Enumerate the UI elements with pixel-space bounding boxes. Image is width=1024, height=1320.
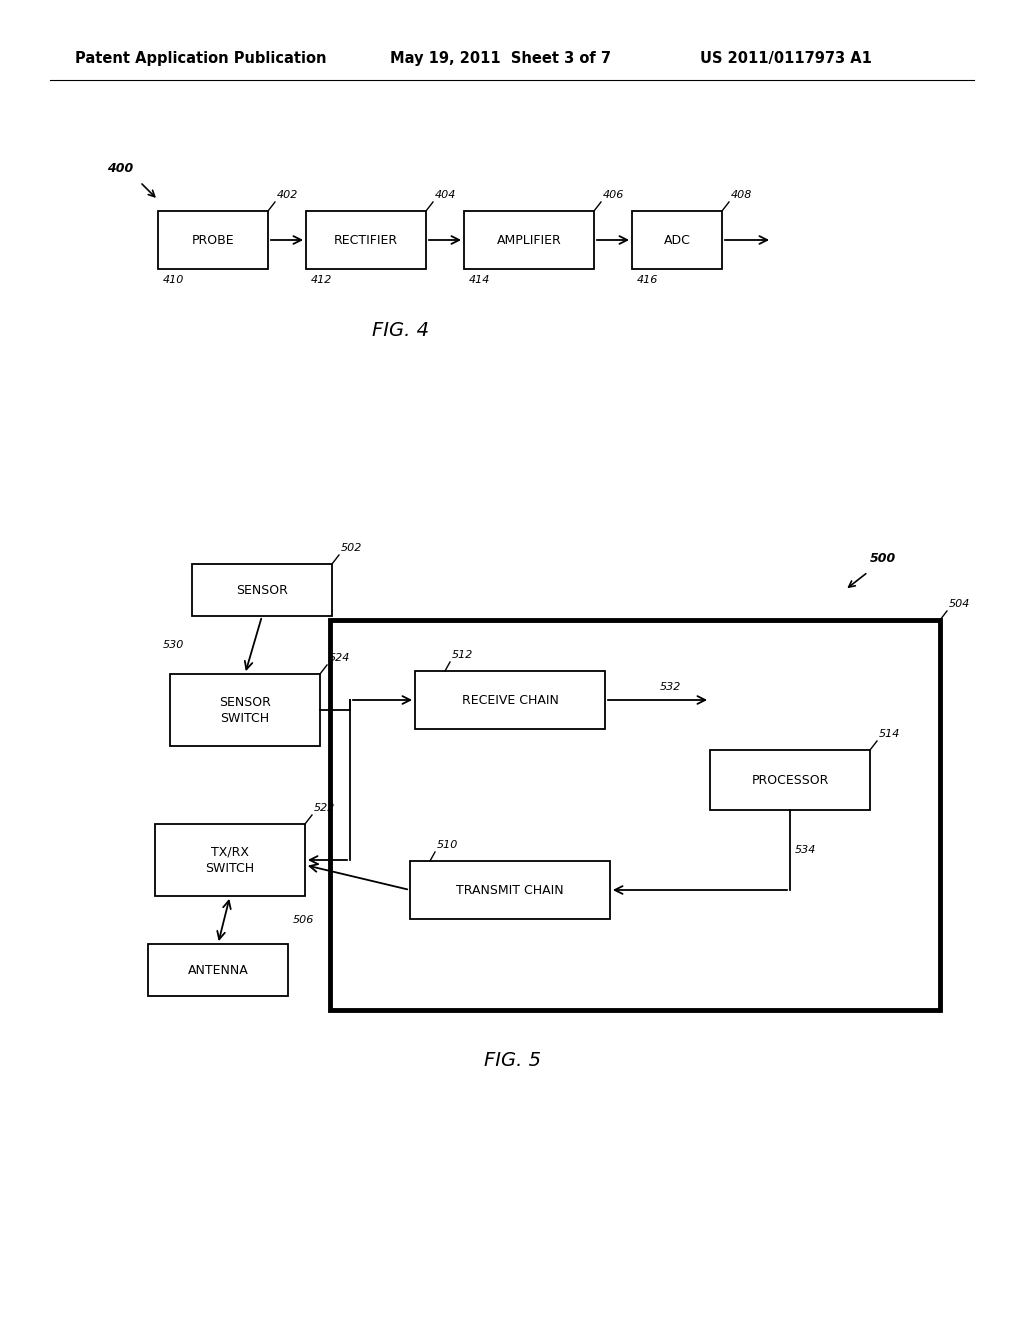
Text: 510: 510 [437,840,459,850]
Text: AMPLIFIER: AMPLIFIER [497,234,561,247]
Text: 534: 534 [795,845,816,855]
Text: 504: 504 [949,599,971,609]
Text: 408: 408 [731,190,753,201]
Bar [464,211,594,269]
Text: 416: 416 [637,275,658,285]
Text: 410: 410 [163,275,184,285]
Bar [415,671,605,729]
Text: May 19, 2011  Sheet 3 of 7: May 19, 2011 Sheet 3 of 7 [390,50,611,66]
Text: SENSOR: SENSOR [237,583,288,597]
Text: 524: 524 [329,653,350,663]
Bar [306,211,426,269]
Text: ANTENNA: ANTENNA [187,964,249,977]
Text: 502: 502 [341,543,362,553]
Bar [330,620,940,1010]
Text: FIG. 5: FIG. 5 [483,1051,541,1069]
Text: 412: 412 [311,275,333,285]
Text: 404: 404 [435,190,457,201]
Text: RECEIVE CHAIN: RECEIVE CHAIN [462,693,558,706]
Text: 406: 406 [603,190,625,201]
Text: 414: 414 [469,275,490,285]
Bar [148,944,288,997]
Text: 402: 402 [278,190,298,201]
Bar [193,564,332,616]
Text: 500: 500 [870,552,896,565]
Text: ADC: ADC [664,234,690,247]
Text: 532: 532 [659,682,681,692]
Text: 530: 530 [163,640,184,649]
Text: 522: 522 [314,803,336,813]
Text: PROCESSOR: PROCESSOR [752,774,828,787]
Text: 400: 400 [106,162,133,176]
Bar [158,211,268,269]
Text: US 2011/0117973 A1: US 2011/0117973 A1 [700,50,871,66]
Bar [155,824,305,896]
Text: FIG. 4: FIG. 4 [372,321,428,339]
Bar [632,211,722,269]
Text: TRANSMIT CHAIN: TRANSMIT CHAIN [456,883,564,896]
Text: 512: 512 [452,649,473,660]
Text: Patent Application Publication: Patent Application Publication [75,50,327,66]
Text: SENSOR
SWITCH: SENSOR SWITCH [219,696,271,725]
Text: 514: 514 [879,729,900,739]
Bar [410,861,610,919]
Text: TX/RX
SWITCH: TX/RX SWITCH [206,846,255,874]
Text: PROBE: PROBE [191,234,234,247]
Text: RECTIFIER: RECTIFIER [334,234,398,247]
Text: 506: 506 [293,915,314,925]
Bar [170,675,319,746]
Bar [710,750,870,810]
